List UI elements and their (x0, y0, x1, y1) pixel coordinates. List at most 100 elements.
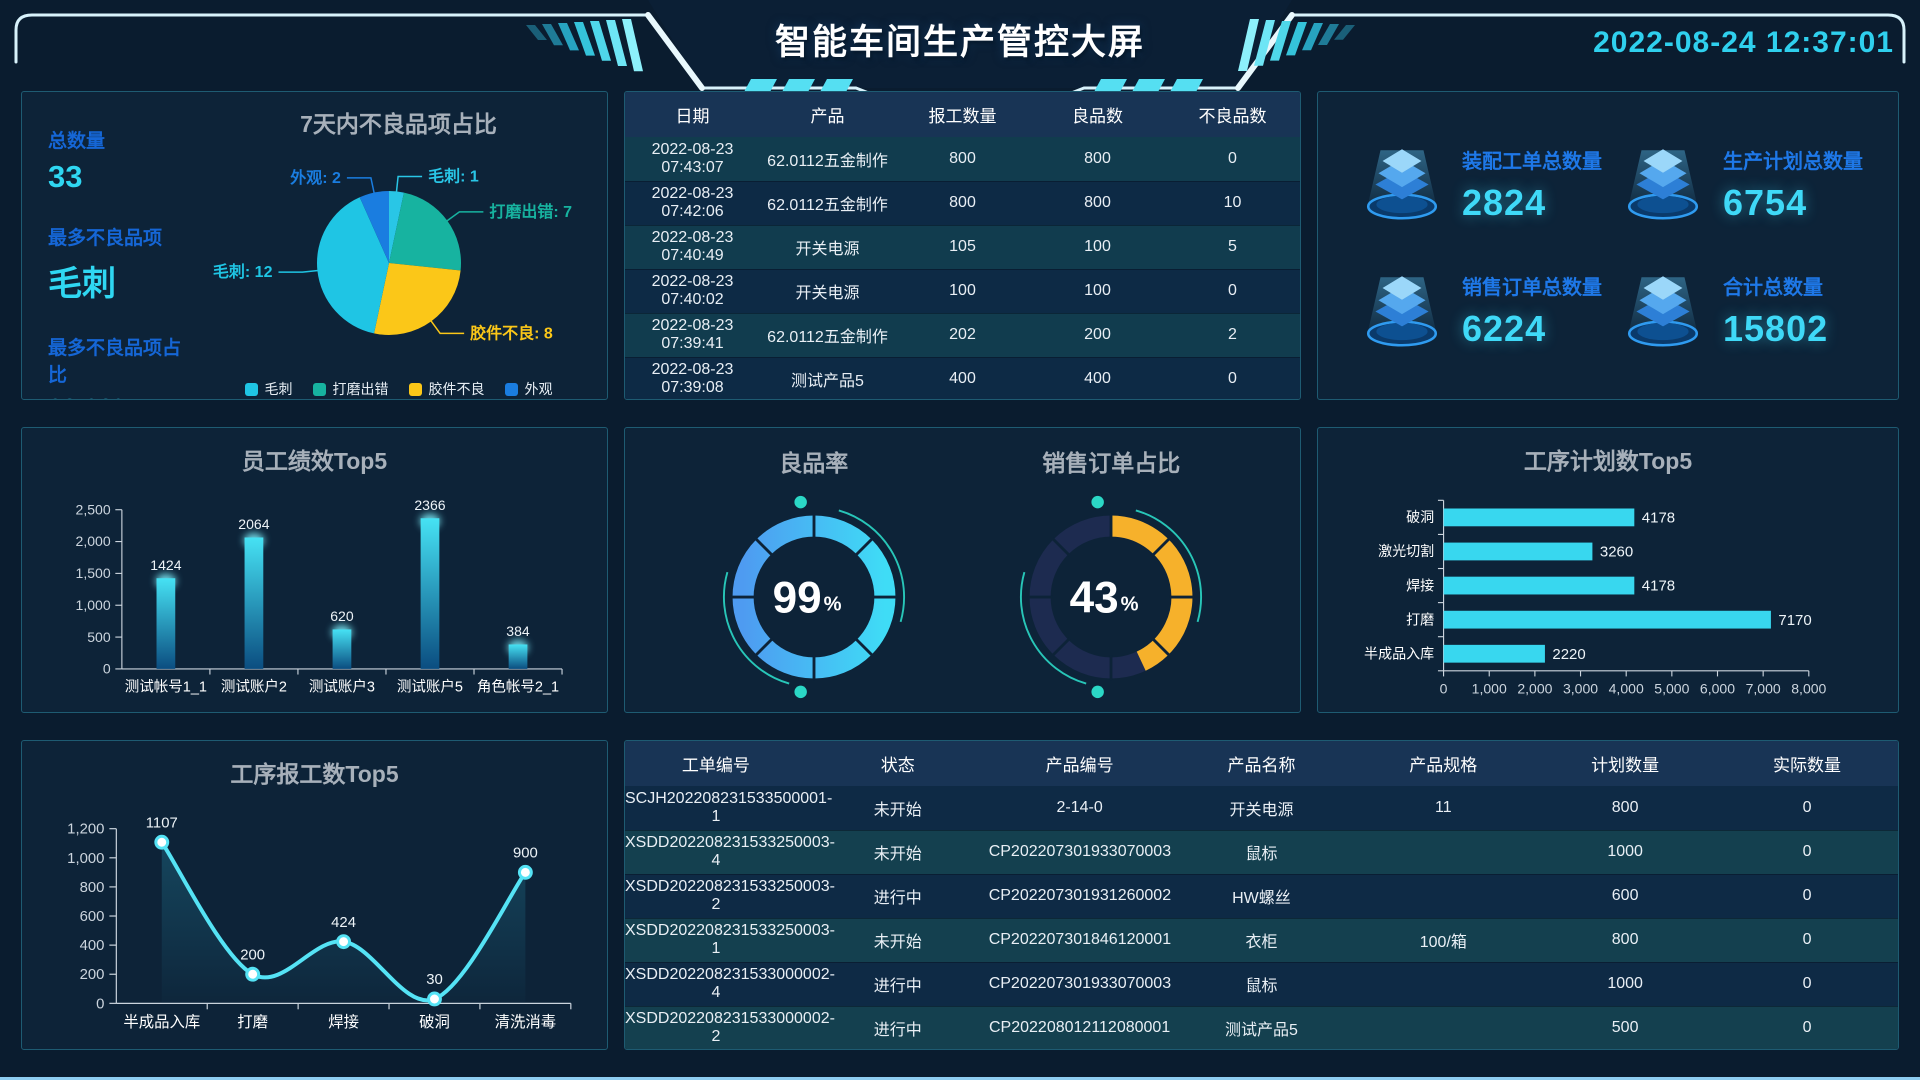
stat-card-value: 6754 (1723, 181, 1808, 223)
stat-card-0: 装配工单总数量 2824 (1358, 126, 1619, 243)
stat-card-label: 装配工单总数量 (1462, 150, 1602, 173)
process-plan-title: 工序计划数Top5 (1523, 448, 1693, 474)
stat-card-value: 2824 (1462, 181, 1547, 223)
svg-text:测试账户3: 测试账户3 (309, 678, 375, 695)
table-cell: XSDD202208231533000002-2 (625, 1006, 835, 1049)
legend-swatch (504, 382, 518, 396)
table-cell: XSDD202208231533250003-2 (625, 874, 835, 919)
svg-text:3,000: 3,000 (1563, 680, 1598, 696)
column-header: 工单编号 (625, 741, 807, 786)
good-rate-title: 良品率 (779, 450, 849, 476)
good-rate-gauge: 99% (722, 495, 905, 699)
table-cell (1352, 874, 1535, 919)
stat-card-value: 15802 (1723, 308, 1829, 350)
table-cell: 500 (1534, 1006, 1717, 1049)
table-cell: 100 (1030, 225, 1165, 270)
table-cell: 2022-08-23 07:43:07 (625, 137, 760, 182)
panel-process-plan: 工序计划数Top5 破洞 4178 激光切割 3260 焊接 4178 打磨 7170 半成品入… (1317, 427, 1899, 713)
table-row: XSDD202208231533250003-4 未开始 CP20220730193… (625, 830, 1898, 875)
column-header: 日期 (625, 92, 760, 137)
layers-stack-icon (1366, 275, 1438, 347)
legend-swatch (408, 382, 422, 396)
table-cell: 2 (1165, 313, 1300, 358)
stat-card-3: 合计总数量 15802 (1619, 253, 1880, 370)
svg-text:焊接: 焊接 (328, 1013, 359, 1031)
stat-card-label: 合计总数量 (1723, 277, 1823, 300)
table-row: XSDD202208231533250003-1 未开始 CP20220730184… (625, 918, 1898, 963)
legend-swatch (244, 382, 258, 396)
svg-text:1424: 1424 (150, 557, 181, 573)
column-header: 报工数量 (895, 92, 1030, 137)
svg-text:打磨: 打磨 (237, 1013, 268, 1031)
column-header: 产品名称 (1170, 741, 1353, 786)
table-cell: 10 (1165, 181, 1300, 226)
work-report-table-header-row: 日期 产品 报工数量 良品数 不良品数 (625, 92, 1300, 137)
work-report-table: 日期 产品 报工数量 良品数 不良品数 2022-08-23 07:43:07 62.011… (625, 92, 1300, 399)
svg-text:200: 200 (79, 967, 104, 983)
svg-text:600: 600 (79, 909, 104, 925)
legend-label: 外观 (524, 381, 553, 397)
stat-card-2: 销售订单总数量 6224 (1358, 253, 1619, 370)
svg-text:424: 424 (331, 915, 356, 931)
svg-text:5,000: 5,000 (1654, 680, 1689, 696)
column-header: 产品规格 (1352, 741, 1535, 786)
page-title: 智能车间生产管控大屏 (774, 23, 1146, 62)
svg-text:1,000: 1,000 (75, 597, 110, 613)
table-row: 2022-08-23 07:40:49 开关电源 105 100 5 (625, 225, 1300, 270)
svg-text:2,500: 2,500 (75, 501, 110, 517)
panel-gauges: 良品率 99% 销售订单占比 43% (624, 427, 1301, 713)
table-cell: 5 (1165, 225, 1300, 270)
table-cell: 0 (1165, 269, 1300, 314)
svg-text:焊接: 焊接 (1406, 577, 1434, 593)
table-cell: 0 (1716, 786, 1898, 831)
svg-text:2,000: 2,000 (75, 533, 110, 549)
table-cell: 200 (1030, 313, 1165, 358)
svg-text:测试账户2: 测试账户2 (221, 678, 287, 695)
sales-ratio-gauge: 43% (1020, 495, 1203, 699)
table-cell: 2022-08-23 07:39:41 (625, 313, 760, 358)
table-row: 2022-08-23 07:39:08 测试产品5 400 400 0 (625, 357, 1300, 399)
svg-text:胶件不良: 8: 胶件不良: 8 (470, 323, 553, 342)
table-cell: 62.0112五金制作 (760, 181, 895, 226)
table-cell: 开关电源 (760, 225, 895, 270)
table-cell: 400 (1030, 357, 1165, 399)
table-row: SCJH202208231533500001-1 未开始 2-14-0 开关电源 11 8… (625, 786, 1898, 831)
table-cell: 2022-08-23 07:40:49 (625, 225, 760, 270)
svg-text:激光切割: 激光切割 (1378, 543, 1434, 559)
table-cell: 0 (1716, 918, 1898, 963)
employee-performance-title: 员工绩效Top5 (241, 448, 388, 474)
svg-text:角色帐号2_1: 角色帐号2_1 (477, 678, 559, 695)
stat-card-1: 生产计划总数量 6754 (1619, 126, 1880, 243)
column-header: 计划数量 (1534, 741, 1717, 786)
table-cell: 800 (895, 181, 1030, 226)
table-cell: XSDD202208231533250003-4 (625, 830, 835, 875)
table-cell: 衣柜 (1170, 918, 1353, 963)
table-cell: 800 (1534, 786, 1717, 831)
svg-text:99: 99 (772, 573, 821, 622)
stat-card-value: 6224 (1462, 308, 1547, 350)
panel-order-table: 工单编号 状态 产品编号 产品名称 产品规格 计划数量 实际数量 SCJH2022082315… (624, 740, 1899, 1050)
process-report-title: 工序报工数Top5 (230, 761, 399, 787)
svg-text:2064: 2064 (238, 516, 269, 532)
panel-report-table: 日期 产品 报工数量 良品数 不良品数 2022-08-23 07:43:07 62.011… (624, 91, 1301, 400)
table-cell: 未开始 (806, 830, 989, 875)
table-cell: 0 (1716, 1006, 1898, 1049)
table-cell: 开关电源 (760, 269, 895, 314)
table-cell: 测试产品5 (760, 357, 895, 399)
svg-text:4,000: 4,000 (1608, 680, 1643, 696)
svg-text:30: 30 (426, 972, 443, 988)
table-cell: XSDD202208231533000002-4 (625, 962, 835, 1007)
column-header: 产品编号 (988, 741, 1171, 786)
table-cell: 600 (1534, 874, 1717, 919)
svg-text:200: 200 (240, 947, 265, 963)
layers-stack-icon (1627, 275, 1699, 347)
table-cell: 0 (1716, 962, 1898, 1007)
svg-text:620: 620 (330, 608, 354, 624)
table-cell: 2-14-0 (988, 786, 1171, 831)
table-cell: 800 (1030, 137, 1165, 182)
svg-text:2366: 2366 (414, 497, 445, 513)
table-cell: 100 (895, 269, 1030, 314)
table-cell: 未开始 (806, 918, 989, 963)
legend-swatch (312, 382, 326, 396)
table-cell: 0 (1165, 137, 1300, 182)
